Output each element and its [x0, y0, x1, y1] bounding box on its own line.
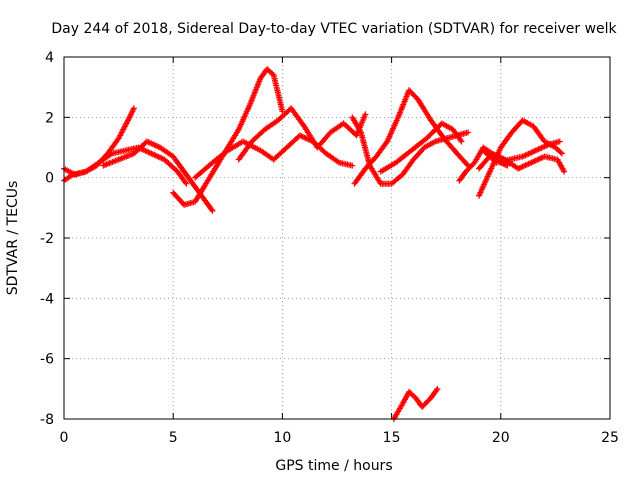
data-point	[208, 206, 215, 213]
axis-ticks: 0 5 10 15 20 25 -8 -6 -4 -2 0 2 4	[40, 50, 619, 446]
series-sat-f	[235, 105, 369, 163]
series-sat-c	[100, 138, 216, 214]
data-point	[501, 161, 508, 168]
series-sat-j	[390, 385, 441, 422]
data-point	[500, 160, 507, 167]
series-sat-b	[61, 144, 190, 187]
x-tick-label: 5	[169, 430, 178, 446]
data-point	[465, 129, 472, 136]
data-point	[504, 162, 511, 169]
data-point	[433, 387, 440, 394]
series-sat-h	[351, 87, 472, 187]
data-point	[209, 207, 216, 214]
data-point	[499, 160, 506, 167]
chart-title: Day 244 of 2018, Sidereal Day-to-day VTE…	[51, 21, 617, 37]
data-point	[556, 138, 563, 145]
data-point	[561, 168, 568, 175]
data-point	[182, 179, 189, 186]
y-tick-label: -6	[40, 352, 54, 368]
y-tick-label: -2	[40, 231, 54, 247]
x-axis-label: GPS time / hours	[275, 458, 392, 474]
y-tick-label: -4	[40, 291, 54, 307]
x-tick-label: 20	[492, 430, 510, 446]
y-tick-label: 4	[45, 50, 54, 66]
data-point	[558, 150, 565, 157]
data-point	[503, 161, 510, 168]
plot-frame	[63, 56, 611, 420]
data-point	[557, 149, 564, 156]
y-tick-label: 2	[45, 110, 54, 126]
data-point	[457, 137, 464, 144]
data-point	[130, 105, 137, 112]
y-axis-label: SDTVAR / TECUs	[5, 181, 21, 296]
data-point	[497, 159, 504, 166]
data-point	[183, 180, 190, 187]
data-point	[463, 161, 470, 168]
data-points	[61, 66, 568, 422]
data-point	[349, 162, 356, 169]
x-tick-label: 25	[601, 430, 619, 446]
x-tick-label: 0	[60, 430, 69, 446]
data-point	[279, 108, 286, 115]
data-point	[458, 138, 465, 145]
series-sat-i	[377, 120, 465, 175]
x-tick-label: 15	[383, 430, 401, 446]
series-sat-d	[170, 66, 286, 208]
series-sat-g	[349, 114, 472, 187]
data-point	[362, 111, 369, 118]
x-tick-label: 10	[273, 430, 291, 446]
y-tick-label: 0	[45, 171, 54, 187]
series-sat-n	[456, 144, 511, 184]
data-point	[434, 385, 441, 392]
y-tick-label: -8	[40, 412, 54, 428]
